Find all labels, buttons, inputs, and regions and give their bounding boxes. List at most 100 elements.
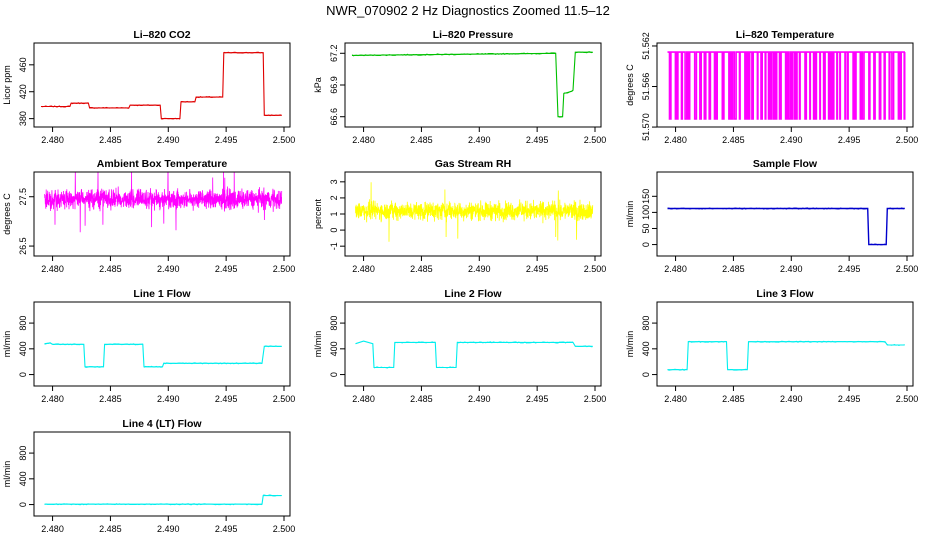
x-tick-label: 2.485 xyxy=(99,264,122,274)
panel-title: Li–820 Temperature xyxy=(736,29,835,41)
y-tick-label: 66.9 xyxy=(329,76,339,94)
panel-ambient: Ambient Box Temperature degrees C 2.480 2.4… xyxy=(2,158,295,274)
y-tick-label: 400 xyxy=(18,341,28,356)
panels: Li–820 CO2 Licor ppm 2.480 2.485 2.490 2.495 2… xyxy=(2,29,918,534)
y-axis-label: degrees C xyxy=(2,193,12,235)
x-tick-label: 2.490 xyxy=(468,394,491,404)
panel-title: Gas Stream RH xyxy=(435,158,511,170)
plot-frame xyxy=(344,301,602,387)
y-tick-label: -1 xyxy=(329,242,339,250)
y-tick-label: 66.6 xyxy=(329,108,339,126)
series-line2 xyxy=(355,340,593,369)
y-tick-label: 27.5 xyxy=(18,188,28,206)
panel-title: Line 4 (LT) Flow xyxy=(122,418,202,430)
x-tick-label: 2.480 xyxy=(41,524,64,534)
y-tick-label: 67.2 xyxy=(329,45,339,63)
x-tick-label: 2.495 xyxy=(526,394,549,404)
plot-frame xyxy=(33,42,291,128)
y-axis-label: degrees C xyxy=(625,64,635,106)
x-tick-label: 2.490 xyxy=(780,135,803,145)
x-tick-label: 2.495 xyxy=(526,135,549,145)
x-tick-label: 2.485 xyxy=(410,264,433,274)
y-tick-label: 26.5 xyxy=(18,237,28,255)
panel-li-temp: Li–820 Temperature degrees C 2.480 2.485 2.4… xyxy=(625,29,918,145)
x-tick-label: 2.500 xyxy=(273,135,296,145)
x-tick-label: 2.485 xyxy=(410,135,433,145)
x-tick-label: 2.480 xyxy=(352,394,375,404)
plot-frame xyxy=(656,42,914,128)
x-tick-label: 2.490 xyxy=(157,135,180,145)
panel-line2: Line 2 Flow ml/min 2.480 2.485 2.490 2.495 2.5… xyxy=(313,288,606,404)
panel-title: Ambient Box Temperature xyxy=(97,158,228,170)
y-tick-label: 51.570 xyxy=(641,113,651,141)
y-tick-label: 400 xyxy=(18,471,28,486)
panel-line3: Line 3 Flow ml/min 2.480 2.485 2.490 2.495 2.5… xyxy=(625,288,918,404)
x-tick-label: 2.495 xyxy=(838,264,861,274)
panel-sample-flow: Sample Flow ml/min 2.480 2.485 2.490 2.495 2.5… xyxy=(625,158,918,274)
plot-frame xyxy=(656,171,914,257)
panel-co2: Li–820 CO2 Licor ppm 2.480 2.485 2.490 2.495 2… xyxy=(2,29,295,145)
x-tick-label: 2.480 xyxy=(664,394,687,404)
series-noise xyxy=(667,207,905,246)
x-tick-label: 2.490 xyxy=(780,394,803,404)
plot-frame xyxy=(33,431,291,517)
series-co2 xyxy=(40,51,282,120)
panel-title: Line 2 Flow xyxy=(444,288,502,300)
y-tick-label: 400 xyxy=(329,341,339,356)
series-rh xyxy=(355,182,594,242)
x-tick-label: 2.490 xyxy=(780,264,803,274)
x-tick-label: 2.480 xyxy=(41,135,64,145)
panel-title: Li–820 CO2 xyxy=(133,29,190,41)
panel-pressure: Li–820 Pressure kPa 2.480 2.485 2.490 2.495 2.… xyxy=(313,29,606,145)
series-pressure xyxy=(351,51,593,118)
series-noise xyxy=(373,341,593,369)
y-axis-label: ml/min xyxy=(313,331,323,358)
x-tick-label: 2.500 xyxy=(896,394,919,404)
x-tick-label: 2.490 xyxy=(157,524,180,534)
y-tick-label: 380 xyxy=(18,111,28,126)
series-line1 xyxy=(44,342,282,368)
figure-title: NWR_070902 2 Hz Diagnostics Zoomed 11.5–… xyxy=(326,3,610,18)
x-tick-label: 2.495 xyxy=(215,524,238,534)
y-tick-label: 2 xyxy=(329,195,339,200)
x-tick-label: 2.485 xyxy=(722,394,745,404)
x-tick-label: 2.495 xyxy=(838,135,861,145)
y-tick-label: 0 xyxy=(329,372,339,377)
series-noise xyxy=(667,340,905,371)
y-axis-label: percent xyxy=(313,198,323,229)
y-tick-label: 51.562 xyxy=(641,32,651,60)
x-tick-label: 2.480 xyxy=(41,394,64,404)
series-line xyxy=(667,51,906,120)
panel-rh: Gas Stream RH percent 2.480 2.485 2.490 2.495… xyxy=(313,158,606,274)
x-tick-label: 2.480 xyxy=(664,264,687,274)
plot-frame xyxy=(656,301,914,387)
x-tick-label: 2.480 xyxy=(352,135,375,145)
y-tick-label: 150 xyxy=(641,189,651,204)
y-tick-label: 400 xyxy=(641,341,651,356)
x-tick-label: 2.500 xyxy=(584,394,607,404)
panel-title: Line 3 Flow xyxy=(756,288,814,300)
series-ambient xyxy=(44,172,283,233)
y-tick-label: 100 xyxy=(641,205,651,220)
x-tick-label: 2.495 xyxy=(215,394,238,404)
x-tick-label: 2.485 xyxy=(99,135,122,145)
series-noise xyxy=(44,494,282,506)
x-tick-label: 2.485 xyxy=(99,394,122,404)
y-tick-label: 800 xyxy=(641,316,651,331)
x-tick-label: 2.490 xyxy=(468,135,491,145)
y-tick-label: 800 xyxy=(329,316,339,331)
series-line xyxy=(351,51,593,118)
panel-title: Li–820 Pressure xyxy=(433,29,514,41)
series-noise xyxy=(44,342,282,368)
series-noise xyxy=(351,51,593,118)
series-line xyxy=(44,172,283,233)
x-tick-label: 2.480 xyxy=(352,264,375,274)
y-axis-label: ml/min xyxy=(625,331,635,358)
x-tick-label: 2.500 xyxy=(584,264,607,274)
series-line xyxy=(355,182,594,242)
y-axis-label: Licor ppm xyxy=(2,65,12,105)
y-tick-label: 0 xyxy=(641,242,651,247)
series-sample-flow xyxy=(667,207,905,246)
x-tick-label: 2.495 xyxy=(526,264,549,274)
